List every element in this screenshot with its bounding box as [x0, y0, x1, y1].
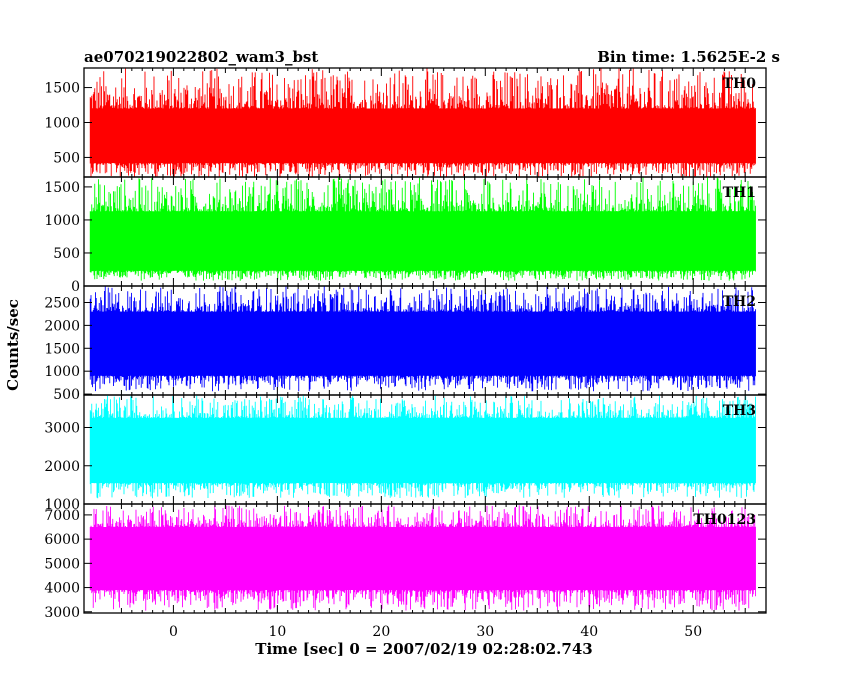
y-tick-label: 4000 — [44, 581, 80, 597]
y-tick-label: 0 — [71, 279, 80, 295]
x-tick-label: 40 — [580, 624, 598, 640]
x-tick-label: 20 — [372, 624, 390, 640]
panel-th2: 500 1000 1500 2000 2500 TH2 — [44, 285, 767, 403]
panel-label: TH0123 — [693, 512, 756, 528]
y-tick-label: 1500 — [44, 180, 80, 196]
x-tick-label: 50 — [684, 624, 702, 640]
series-th3 — [89, 395, 756, 499]
x-tick-label: 10 — [268, 624, 286, 640]
y-tick-label: 2000 — [44, 459, 80, 475]
panel-th1: 0 500 1000 1500 TH1 — [44, 176, 767, 295]
y-tick-label: 500 — [53, 387, 80, 403]
panel-th0: 500 1000 1500 TH0 — [44, 67, 767, 178]
x-axis-label: Time [sec] 0 = 2007/02/19 02:28:02.743 — [255, 640, 592, 658]
panel-frame — [83, 503, 767, 614]
series-th0 — [89, 68, 756, 177]
y-tick-label: 1500 — [44, 81, 80, 97]
x-tick-label: 30 — [476, 624, 494, 640]
y-tick-label: 1000 — [44, 497, 80, 513]
y-tick-label: 500 — [53, 150, 80, 166]
panel-label: TH2 — [723, 294, 756, 310]
panel-label: TH3 — [723, 403, 756, 419]
series-th0123 — [89, 505, 756, 611]
y-tick-label: 5000 — [44, 556, 80, 572]
y-tick-label: 1000 — [44, 213, 80, 229]
y-tick-label: 1000 — [44, 364, 80, 380]
y-tick-label: 6000 — [44, 532, 80, 548]
y-tick-label: 1000 — [44, 116, 80, 132]
y-tick-label: 2500 — [44, 295, 80, 311]
bin-time-label: Bin time: 1.5625E-2 s — [597, 48, 780, 66]
y-axis-label: Counts/sec — [4, 299, 22, 391]
panel-th3: 1000 2000 3000 TH3 — [44, 394, 767, 513]
y-tick-label: 2000 — [44, 318, 80, 334]
chart-title: ae070219022802_wam3_bst — [84, 48, 318, 66]
y-tick-label: 3000 — [44, 421, 80, 437]
x-tick-label: 0 — [169, 624, 178, 640]
y-tick-label: 7000 — [44, 508, 80, 524]
panel-th0123: 3000 4000 5000 6000 7000 TH0123 — [44, 503, 767, 621]
panel-label: TH1 — [723, 185, 756, 201]
panel-label: TH0 — [723, 76, 757, 92]
series-th1 — [89, 177, 756, 281]
y-tick-label: 3000 — [44, 605, 80, 621]
y-tick-label: 500 — [53, 246, 80, 262]
y-tick-label: 1500 — [44, 341, 80, 357]
series-th2 — [89, 286, 756, 392]
